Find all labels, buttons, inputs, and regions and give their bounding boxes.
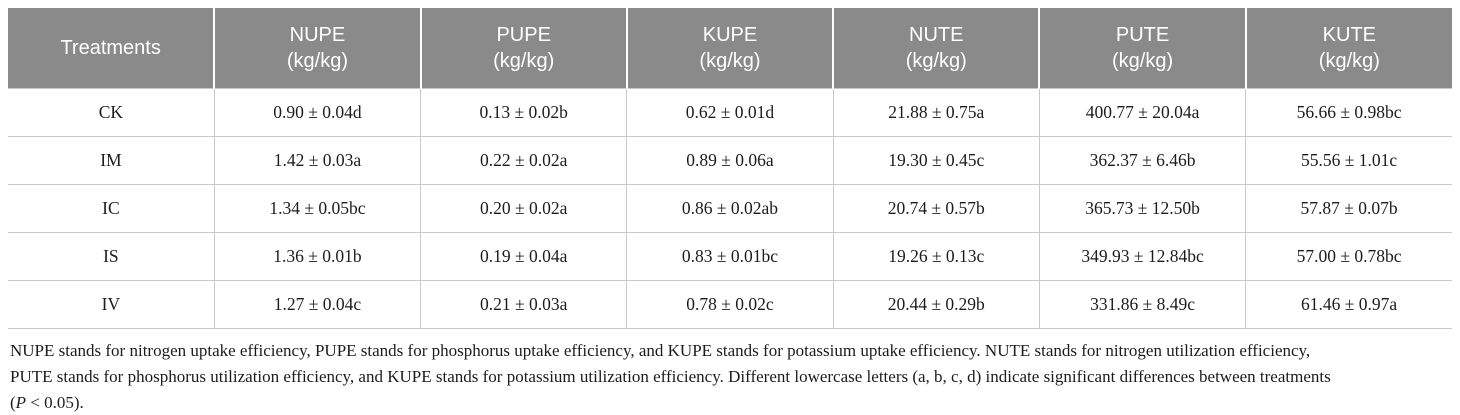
table-row-ck: CK 0.90 ± 0.04d 0.13 ± 0.02b 0.62 ± 0.01… [8, 88, 1452, 137]
row-label-cell: IS [8, 232, 215, 281]
table-header-row: Treatments NUPE (kg/kg) PUPE (kg/kg) KUP… [8, 8, 1452, 89]
table-cell: 0.83 ± 0.01bc [626, 232, 834, 281]
header-label: Treatments [60, 37, 161, 59]
header-label: KUTE [1322, 24, 1377, 46]
table-cell: 57.87 ± 0.07b [1245, 184, 1452, 233]
table-cell: 61.46 ± 0.97a [1245, 280, 1452, 329]
table-cell: 1.42 ± 0.03a [214, 136, 422, 185]
table-cell: 0.21 ± 0.03a [420, 280, 628, 329]
table-cell: 0.22 ± 0.02a [420, 136, 628, 185]
header-unit: (kg/kg) [905, 50, 967, 72]
footnote-line-1: NUPE stands for nitrogen uptake efficien… [10, 341, 1311, 360]
column-header-kupe: KUPE (kg/kg) [626, 8, 835, 89]
table-cell: 0.86 ± 0.02ab [626, 184, 834, 233]
row-label-cell: IM [8, 136, 215, 185]
table-cell: 1.36 ± 0.01b [214, 232, 422, 281]
footnote-p-symbol: P [15, 393, 27, 412]
table-row-im: IM 1.42 ± 0.03a 0.22 ± 0.02a 0.89 ± 0.06… [8, 136, 1452, 185]
table-cell: 331.86 ± 8.49c [1039, 280, 1247, 329]
column-header-pupe: PUPE (kg/kg) [420, 8, 628, 89]
row-label-cell: IC [8, 184, 215, 233]
table-cell: 20.74 ± 0.57b [833, 184, 1040, 233]
header-unit: (kg/kg) [1318, 50, 1380, 72]
row-label-cell: CK [8, 88, 215, 137]
column-header-nupe: NUPE (kg/kg) [214, 8, 422, 89]
footnote-line-2: PUTE stands for phosphorus utilization e… [10, 367, 1331, 386]
table-cell: 19.26 ± 0.13c [833, 232, 1040, 281]
header-unit: (kg/kg) [286, 50, 348, 72]
table-cell: 0.20 ± 0.02a [420, 184, 628, 233]
table-row-iv: IV 1.27 ± 0.04c 0.21 ± 0.03a 0.78 ± 0.02… [8, 280, 1452, 329]
header-unit: (kg/kg) [1111, 50, 1174, 72]
table-cell: 0.89 ± 0.06a [626, 136, 834, 185]
header-label: PUTE [1115, 24, 1170, 46]
table-row-is: IS 1.36 ± 0.01b 0.19 ± 0.04a 0.83 ± 0.01… [8, 232, 1452, 281]
table-cell: 0.78 ± 0.02c [626, 280, 834, 329]
column-header-treatments: Treatments [8, 8, 216, 89]
table-body: CK 0.90 ± 0.04d 0.13 ± 0.02b 0.62 ± 0.01… [8, 88, 1452, 329]
treatments-efficiency-table: Treatments NUPE (kg/kg) PUPE (kg/kg) KUP… [8, 8, 1452, 329]
table-cell: 362.37 ± 6.46b [1039, 136, 1247, 185]
header-unit: (kg/kg) [493, 50, 555, 72]
table-row-ic: IC 1.34 ± 0.05bc 0.20 ± 0.02a 0.86 ± 0.0… [8, 184, 1452, 233]
column-header-kute: KUTE (kg/kg) [1245, 8, 1452, 89]
footnote-line3-rest: < 0.05). [26, 393, 84, 412]
table-cell: 20.44 ± 0.29b [833, 280, 1040, 329]
footnote-line-3: (P < 0.05). [10, 390, 1452, 415]
header-label: KUPE [702, 24, 758, 46]
column-header-nute: NUTE (kg/kg) [833, 8, 1041, 89]
table-cell: 21.88 ± 0.75a [833, 88, 1040, 137]
header-unit: (kg/kg) [699, 50, 761, 72]
column-header-pute: PUTE (kg/kg) [1039, 8, 1247, 89]
table-footnote: NUPE stands for nitrogen uptake efficien… [8, 338, 1452, 415]
table-cell: 0.19 ± 0.04a [420, 232, 628, 281]
table-cell: 56.66 ± 0.98bc [1245, 88, 1452, 137]
table-cell: 0.13 ± 0.02b [420, 88, 628, 137]
table-cell: 1.34 ± 0.05bc [214, 184, 422, 233]
table-cell: 349.93 ± 12.84bc [1039, 232, 1247, 281]
table-cell: 400.77 ± 20.04a [1039, 88, 1247, 137]
row-label-cell: IV [8, 280, 215, 329]
table-cell: 365.73 ± 12.50b [1039, 184, 1247, 233]
table-cell: 55.56 ± 1.01c [1245, 136, 1452, 185]
table-cell: 57.00 ± 0.78bc [1245, 232, 1452, 281]
table-cell: 19.30 ± 0.45c [833, 136, 1040, 185]
table-cell: 1.27 ± 0.04c [214, 280, 422, 329]
table-cell: 0.62 ± 0.01d [626, 88, 834, 137]
header-label: PUPE [496, 24, 551, 46]
table-cell: 0.90 ± 0.04d [214, 88, 422, 137]
footnote-line3-open: ( [10, 393, 16, 412]
header-label: NUPE [289, 24, 346, 46]
header-label: NUTE [909, 24, 964, 46]
